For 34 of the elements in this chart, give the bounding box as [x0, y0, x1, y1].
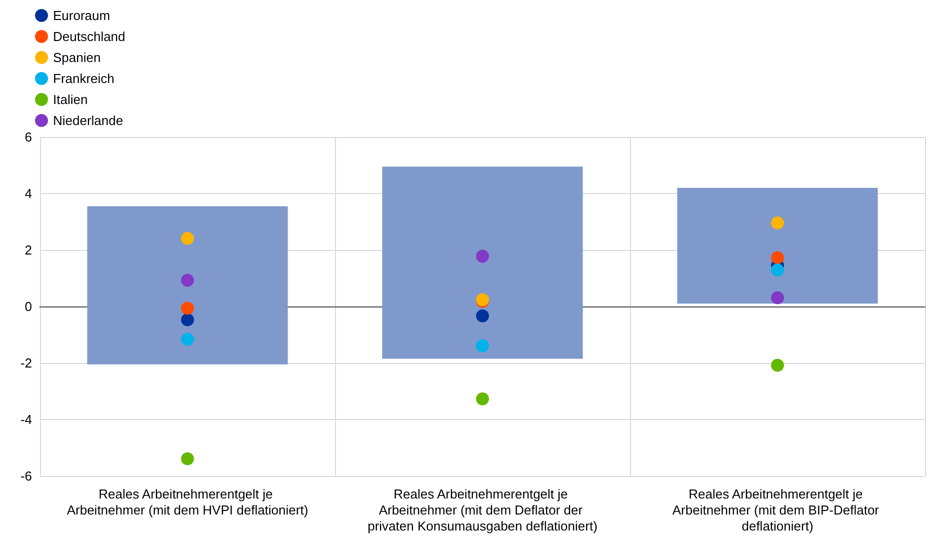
x-tick-label: Reales Arbeitnehmerentgelt je Arbeitnehmer (mit dem BIP-Deflator deflationiert) [672, 486, 883, 534]
y-tick-label: 6 [24, 130, 32, 144]
point [476, 339, 489, 352]
bar [677, 188, 878, 304]
legend-label: Deutschland [53, 29, 126, 44]
legend-label: Euroraum [53, 8, 110, 23]
point [771, 358, 784, 372]
y-tick-label: -2 [20, 356, 32, 370]
point [181, 452, 194, 466]
y-tick-label: 2 [24, 242, 32, 258]
point [476, 392, 489, 406]
point [476, 309, 489, 322]
y-tick-label: -6 [20, 468, 32, 484]
legend-label: Niederlande [53, 113, 124, 128]
legend-label: Spanien [53, 50, 101, 65]
point [181, 274, 194, 287]
point [181, 332, 194, 346]
bar [87, 206, 288, 364]
point [771, 251, 784, 264]
point [771, 264, 784, 277]
point [181, 232, 194, 245]
y-tick-label: -4 [20, 412, 32, 427]
y-tick-label: 0 [24, 299, 32, 314]
legend-label: Italien [53, 92, 88, 107]
legend-label: Frankreich [53, 71, 114, 86]
point [476, 250, 489, 263]
point [181, 302, 194, 315]
point [771, 291, 784, 304]
y-tick-label: 4 [24, 186, 32, 201]
x-tick-label: Reales Arbeitnehmerentgelt je Arbeitnehmer (mit dem HVPI deflationiert) [66, 486, 308, 518]
point [181, 313, 194, 326]
bar [382, 166, 583, 359]
point [771, 216, 784, 230]
x-tick-label: Reales Arbeitnehmerentgelt je Arbeitnehmer (mit dem Deflator der privaten Konsumausgaben deflationiert) [368, 486, 598, 534]
